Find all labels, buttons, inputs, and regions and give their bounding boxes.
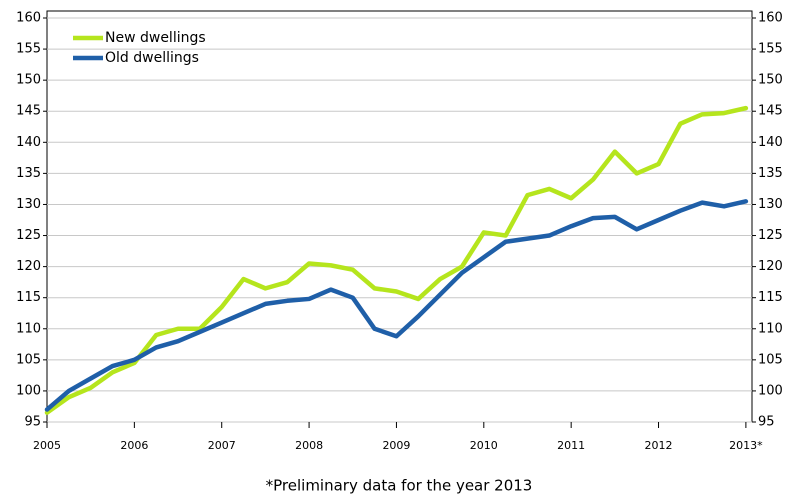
y2-tick-label: 110: [758, 321, 783, 336]
y-tick-label: 125: [16, 228, 41, 243]
y-tick-label: 145: [16, 104, 41, 119]
y2-tick-label: 125: [758, 228, 783, 243]
y-tick-label: 115: [16, 290, 41, 305]
x-tick-label: 2011: [557, 439, 585, 452]
x-tick-label: 2008: [295, 439, 323, 452]
x-tick-label: 2007: [208, 439, 236, 452]
y2-tick-label: 95: [758, 415, 775, 430]
y-tick-label: 100: [16, 383, 41, 398]
y2-tick-label: 140: [758, 135, 783, 150]
y2-tick-label: 155: [758, 42, 783, 57]
x-tick-label: 2010: [470, 439, 498, 452]
y-tick-label: 135: [16, 166, 41, 181]
series-line: [44, 105, 749, 415]
y2-tick-label: 100: [758, 383, 783, 398]
y2-tick-label: 160: [758, 11, 783, 26]
y2-tick-label: 135: [758, 166, 783, 181]
y-tick-label: 105: [16, 352, 41, 367]
y-tick-label: 130: [16, 197, 41, 212]
y-tick-label: 150: [16, 73, 41, 88]
x-tick-label: 2012: [645, 439, 673, 452]
y-tick-label: 140: [16, 135, 41, 150]
y2-tick-label: 115: [758, 290, 783, 305]
series-line: [44, 199, 749, 412]
x-tick-label: 2013*: [729, 439, 763, 452]
y2-tick-label: 130: [758, 197, 783, 212]
y-tick-label: 160: [16, 11, 41, 26]
legend-label: Old dwellings: [105, 50, 199, 66]
x-tick-label: 2005: [33, 439, 61, 452]
y2-tick-label: 105: [758, 352, 783, 367]
legend-label: New dwellings: [105, 30, 206, 46]
y2-tick-label: 120: [758, 259, 783, 274]
y-tick-label: 155: [16, 42, 41, 57]
y-tick-label: 120: [16, 259, 41, 274]
x-tick-label: 2009: [382, 439, 410, 452]
plot-frame: [46, 10, 753, 423]
y-tick-label: 110: [16, 321, 41, 336]
y-tick-label: 95: [24, 415, 41, 430]
y2-tick-label: 145: [758, 104, 783, 119]
y2-tick-label: 150: [758, 73, 783, 88]
x-tick-label: 2006: [120, 439, 148, 452]
footnote: *Preliminary data for the year 2013: [266, 477, 533, 495]
